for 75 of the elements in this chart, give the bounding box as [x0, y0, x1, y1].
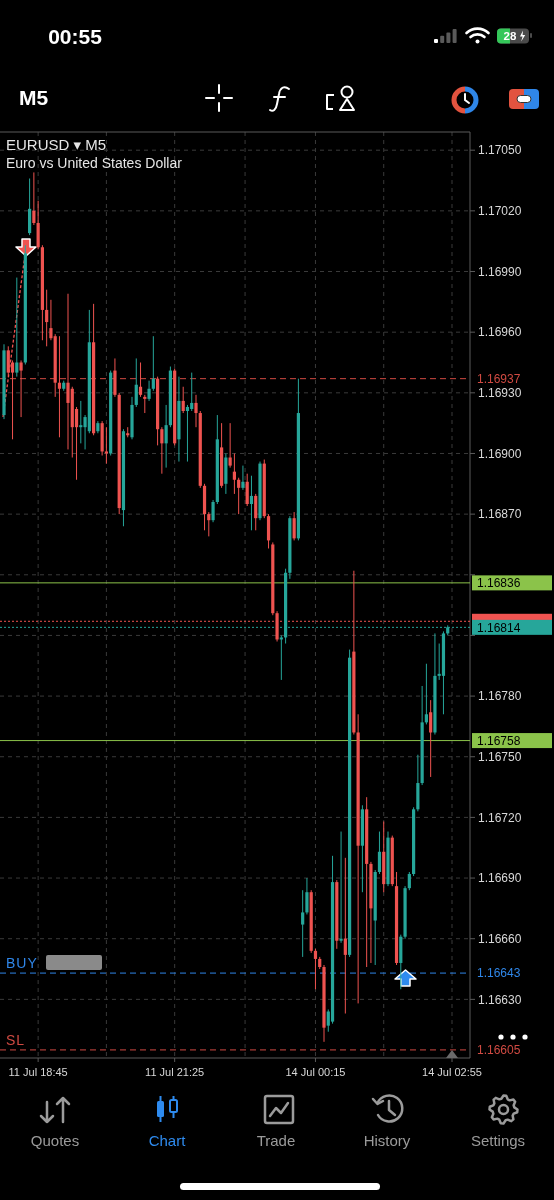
y-tick-label: 1.16930	[478, 386, 522, 401]
candlestick	[254, 493, 258, 531]
candlestick	[228, 422, 232, 469]
candlestick	[237, 477, 241, 515]
y-tick-label: 1.16630	[478, 992, 522, 1007]
candlestick	[343, 857, 347, 1015]
annotation: BUY	[6, 955, 38, 972]
x-tick-label: 14 Jul 00:15	[285, 1066, 346, 1078]
candlestick	[66, 293, 70, 450]
ref-line-label: 1.16836	[477, 576, 521, 591]
y-tick-label: 1.17050	[478, 143, 522, 158]
candlestick	[429, 699, 433, 778]
candlestick	[6, 345, 10, 378]
candlestick	[19, 359, 23, 418]
candlestick	[57, 335, 62, 438]
candlestick	[151, 335, 155, 392]
y-tick-label: 1.16690	[478, 871, 522, 886]
candlestick	[279, 634, 283, 681]
y-tick-label: 1.16780	[478, 689, 522, 704]
candlestick	[232, 452, 236, 495]
candlestick	[241, 465, 245, 491]
candlestick	[245, 473, 249, 507]
candlestick	[45, 289, 49, 347]
candlestick	[164, 404, 168, 469]
y-tick-label: 1.16960	[478, 325, 522, 340]
candlestick	[138, 361, 143, 398]
text: Euro vs United States Dollar	[6, 155, 183, 171]
y-tick-label: 1.16660	[478, 931, 522, 946]
candlestick	[185, 404, 190, 463]
y-tick-label: 1.16750	[478, 749, 522, 764]
candlestick	[211, 499, 215, 523]
candlestick	[249, 475, 254, 531]
candlestick	[305, 877, 309, 915]
text: Chart	[148, 1132, 187, 1149]
candlestick	[313, 948, 318, 990]
chart-title: EURUSD ▾ M5	[6, 136, 107, 153]
annotation: SL	[6, 1031, 26, 1048]
text: Settings	[470, 1132, 526, 1149]
candlestick	[181, 386, 185, 414]
candlestick	[15, 277, 19, 378]
candlestick	[339, 831, 343, 944]
ref-line-label: 1.16758	[477, 733, 521, 748]
candlestick	[301, 889, 305, 958]
candlestick	[190, 372, 194, 412]
y-tick-label: 1.16990	[478, 264, 522, 279]
y-tick-label: 1.16870	[478, 507, 522, 522]
text: M5	[19, 86, 49, 109]
candlestick	[104, 426, 108, 465]
text: 00:55	[48, 25, 103, 48]
candlestick	[147, 380, 151, 402]
candlestick	[377, 831, 382, 875]
candlestick	[292, 511, 296, 541]
ref-line-label: 1.16605	[477, 1043, 521, 1058]
ref-line-label: 1.16814	[477, 620, 521, 635]
text: History	[363, 1132, 411, 1149]
candlestick	[194, 394, 198, 428]
ref-line-label: 1.16643	[477, 966, 521, 981]
candlestick	[143, 394, 147, 414]
text: Trade	[256, 1132, 296, 1149]
candlestick	[32, 171, 36, 226]
text: 28	[503, 30, 517, 42]
x-tick-label: 11 Jul 18:45	[8, 1066, 68, 1078]
candlestick	[134, 357, 138, 408]
candlestick	[207, 511, 211, 537]
candlestick	[424, 663, 428, 725]
x-tick-label: 14 Jul 02:55	[422, 1066, 482, 1078]
candlestick	[407, 871, 411, 891]
y-tick-label: 1.17020	[478, 204, 522, 219]
candlestick	[79, 400, 83, 444]
text: Quotes	[30, 1132, 80, 1149]
ref-line-label: 1.16937	[477, 371, 521, 386]
x-tick-label: 11 Jul 21:25	[145, 1066, 205, 1078]
candlestick	[160, 426, 164, 475]
y-tick-label: 1.16900	[478, 446, 522, 461]
y-tick-label: 1.16720	[478, 810, 522, 825]
